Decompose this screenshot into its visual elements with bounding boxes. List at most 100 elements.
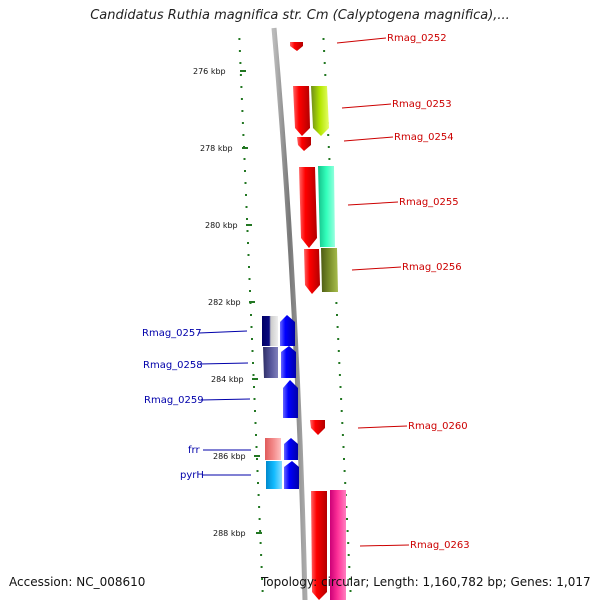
cog-block-rmag-0258[interactable] (263, 347, 278, 378)
leader-line (351, 266, 402, 271)
cog-block-rmag-0263[interactable] (330, 490, 346, 600)
tick-dot (240, 86, 243, 88)
tick-dot (344, 482, 347, 484)
tick-dot (254, 410, 256, 412)
gene-label-rmag-0256[interactable]: Rmag_0256 (402, 262, 462, 273)
gene-label-rmag-0257[interactable]: Rmag_0257 (142, 328, 202, 339)
tick-dot (251, 350, 254, 352)
gene-label-rmag-0258[interactable]: Rmag_0258 (143, 360, 203, 371)
leader-line (357, 425, 408, 429)
forward-feature-group (290, 42, 346, 600)
cds-arrow-rmag-0260[interactable] (310, 420, 325, 435)
cds-arrow-rmag-0257[interactable] (280, 315, 295, 346)
cds-arrow-rmag-0256[interactable] (304, 249, 320, 294)
tick-dot (241, 110, 244, 112)
gene-label-rmag-0263[interactable]: Rmag_0263 (410, 540, 470, 551)
gene-label-frr[interactable]: frr (188, 445, 200, 456)
tick-dot (249, 290, 251, 292)
kbp-tick-label: 288 kbp (213, 529, 246, 538)
cog-block-pyrh[interactable] (266, 461, 282, 489)
leader-line (336, 37, 387, 44)
cds-arrow-frr[interactable] (284, 438, 298, 460)
tick-dot (336, 314, 338, 316)
tick-dot (253, 398, 256, 400)
cog-block-rmag-0255[interactable] (318, 166, 335, 247)
gene-label-rmag-0259[interactable]: Rmag_0259 (144, 395, 204, 406)
tick-dot (261, 590, 264, 592)
tick-dot (346, 518, 348, 520)
tick-dot (250, 326, 253, 328)
tick-dot (347, 554, 350, 556)
cds-arrow-rmag-0254[interactable] (297, 137, 311, 151)
tick-dot (342, 446, 345, 448)
tick-dot (256, 458, 258, 460)
leader-line (199, 362, 249, 365)
tick-dot (244, 182, 247, 184)
tick-dot (348, 578, 351, 580)
genome-backbone (271, 27, 308, 600)
cds-arrow-rmag-0258[interactable] (281, 346, 296, 378)
tick-dot (245, 206, 248, 208)
tick-dot (343, 458, 345, 460)
tick-dot (346, 530, 349, 532)
tick-dot (246, 218, 248, 220)
tick-dot (259, 542, 262, 544)
cds-arrow-rmag-0253[interactable] (293, 86, 310, 136)
tick-dot (327, 134, 330, 136)
tick-dot (257, 482, 259, 484)
cog-block-rmag-0253[interactable] (311, 86, 329, 136)
tick-dot (337, 338, 340, 340)
tick-dot (248, 278, 251, 280)
tick-dot (259, 530, 262, 532)
cog-block-rmag-0257[interactable] (262, 316, 278, 346)
tick-dot (324, 74, 327, 76)
cds-arrow-rmag-0263[interactable] (311, 491, 327, 600)
gene-label-pyrh[interactable]: pyrH (180, 470, 204, 481)
cds-arrow-rmag-0252[interactable] (290, 42, 303, 51)
gene-label-rmag-0253[interactable]: Rmag_0253 (392, 99, 452, 110)
gene-label-rmag-0255[interactable]: Rmag_0255 (399, 197, 459, 208)
cds-arrow-rmag-0255[interactable] (299, 167, 317, 248)
tick-dot (341, 434, 344, 436)
tick-dot (243, 158, 246, 160)
tick-dot (349, 590, 352, 592)
cog-block-rmag-0256[interactable] (321, 248, 338, 292)
kbp-tick-label: 278 kbp (200, 144, 233, 153)
leader-line (200, 398, 251, 401)
tick-dot (255, 434, 257, 436)
tick-dot (323, 50, 326, 52)
gene-label-rmag-0252[interactable]: Rmag_0252 (387, 33, 447, 44)
tick-dot (255, 446, 258, 448)
gene-label-rmag-0254[interactable]: Rmag_0254 (394, 132, 454, 143)
tick-dot (253, 386, 255, 388)
gene-label-rmag-0260[interactable]: Rmag_0260 (408, 421, 468, 432)
tick-dot (258, 506, 261, 508)
leader-line (343, 136, 394, 142)
cds-arrow-pyrh[interactable] (284, 461, 299, 489)
tick-dot (257, 494, 260, 496)
tick-dot (338, 374, 341, 376)
kbp-tick-label: 282 kbp (208, 298, 241, 307)
tick-dot (239, 74, 242, 76)
tick-dot (343, 470, 346, 472)
tick-dot (245, 194, 247, 196)
kbp-tick-label: 276 kbp (193, 67, 226, 76)
tick-dot (252, 362, 254, 364)
tick-dot (260, 554, 263, 556)
leader-line (198, 330, 248, 334)
tick-dot (322, 38, 325, 40)
cds-arrow-rmag-0259[interactable] (283, 380, 298, 418)
tick-dot (241, 122, 244, 124)
cog-block-frr[interactable] (265, 438, 281, 460)
tick-dot (341, 422, 344, 424)
topology-text: Topology: circular; Length: 1,160,782 bp… (261, 575, 591, 589)
tick-dot (250, 314, 252, 316)
leader-line (359, 544, 410, 547)
tick-dot (256, 470, 259, 472)
tick-dot (345, 506, 348, 508)
tick-dot (251, 338, 253, 340)
tick-dot (246, 230, 249, 232)
tick-dot (339, 386, 342, 388)
tick-dot (340, 410, 343, 412)
